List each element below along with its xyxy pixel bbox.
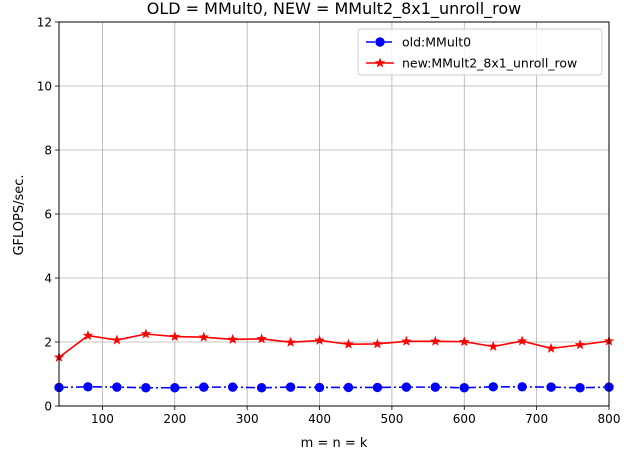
data-point: [227, 333, 238, 344]
y-tick-label: 8: [44, 144, 52, 158]
data-point: [140, 328, 152, 339]
data-point: [82, 330, 94, 341]
legend: old:MMult0 new:MMult2_8x1_unroll_row: [357, 28, 603, 76]
data-point: [314, 334, 325, 345]
y-tick-label: 2: [44, 336, 52, 350]
data-point: [256, 333, 267, 344]
y-tick-label: 4: [44, 272, 52, 286]
data-point: [343, 338, 354, 349]
data-point: [516, 335, 528, 346]
legend-swatch-marker: [375, 37, 385, 47]
y-tick-label: 6: [44, 208, 52, 222]
data-point: [546, 382, 556, 392]
y-axis-label: GFLOPS/sec.: [12, 174, 27, 255]
data-point: [372, 382, 383, 393]
data-point: [227, 382, 238, 392]
series-1: [53, 328, 615, 362]
legend-box: [357, 28, 603, 76]
y-tick-label: 0: [44, 400, 52, 414]
data-point: [285, 382, 296, 392]
data-point: [141, 383, 151, 393]
data-point: [488, 341, 499, 351]
data-point: [111, 334, 123, 345]
data-point: [488, 382, 498, 392]
data-point: [401, 382, 412, 392]
x-tick-label: 500: [380, 412, 403, 426]
x-tick-label: 600: [453, 412, 476, 426]
data-point: [545, 342, 557, 353]
y-tick-label: 10: [37, 80, 52, 94]
series-line: [58, 333, 610, 358]
data-point: [517, 382, 527, 392]
chart-title: OLD = MMult0, NEW = MMult2_8x1_unroll_ro…: [147, 0, 521, 19]
data-point: [112, 382, 122, 392]
data-point: [169, 331, 180, 341]
x-tick-label: 800: [598, 412, 621, 426]
data-point: [198, 331, 209, 342]
data-point: [372, 338, 383, 349]
data-point: [285, 336, 296, 347]
data-point: [343, 382, 354, 393]
x-tick-label: 100: [91, 412, 114, 426]
legend-label: old:MMult0: [402, 35, 471, 50]
data-point: [256, 383, 267, 393]
x-tick-label: 300: [236, 412, 259, 426]
series-line: [58, 385, 610, 389]
series-layer: [53, 328, 615, 393]
x-tick-label: 200: [163, 412, 186, 426]
legend-label: new:MMult2_8x1_unroll_row: [402, 56, 577, 71]
series-0: [54, 382, 614, 393]
data-point: [83, 382, 93, 392]
data-point: [459, 383, 469, 393]
data-point: [314, 382, 325, 393]
tick-layer: 100 200 300 400 500 600 700 800 0 2 4 6 8 10 12: [37, 16, 621, 427]
data-point: [574, 339, 586, 350]
data-point: [170, 383, 180, 393]
grid: [59, 21, 610, 407]
x-tick-label: 400: [308, 412, 331, 426]
legend-swatch-marker: [374, 57, 386, 68]
data-point: [199, 382, 209, 392]
data-point: [459, 336, 470, 347]
data-point: [430, 335, 441, 346]
x-tick-label: 700: [525, 412, 548, 426]
x-axis-label: m = n = k: [301, 436, 368, 451]
data-point: [575, 383, 585, 393]
data-point: [430, 382, 441, 392]
data-point: [401, 335, 412, 346]
y-tick-label: 12: [37, 16, 52, 30]
